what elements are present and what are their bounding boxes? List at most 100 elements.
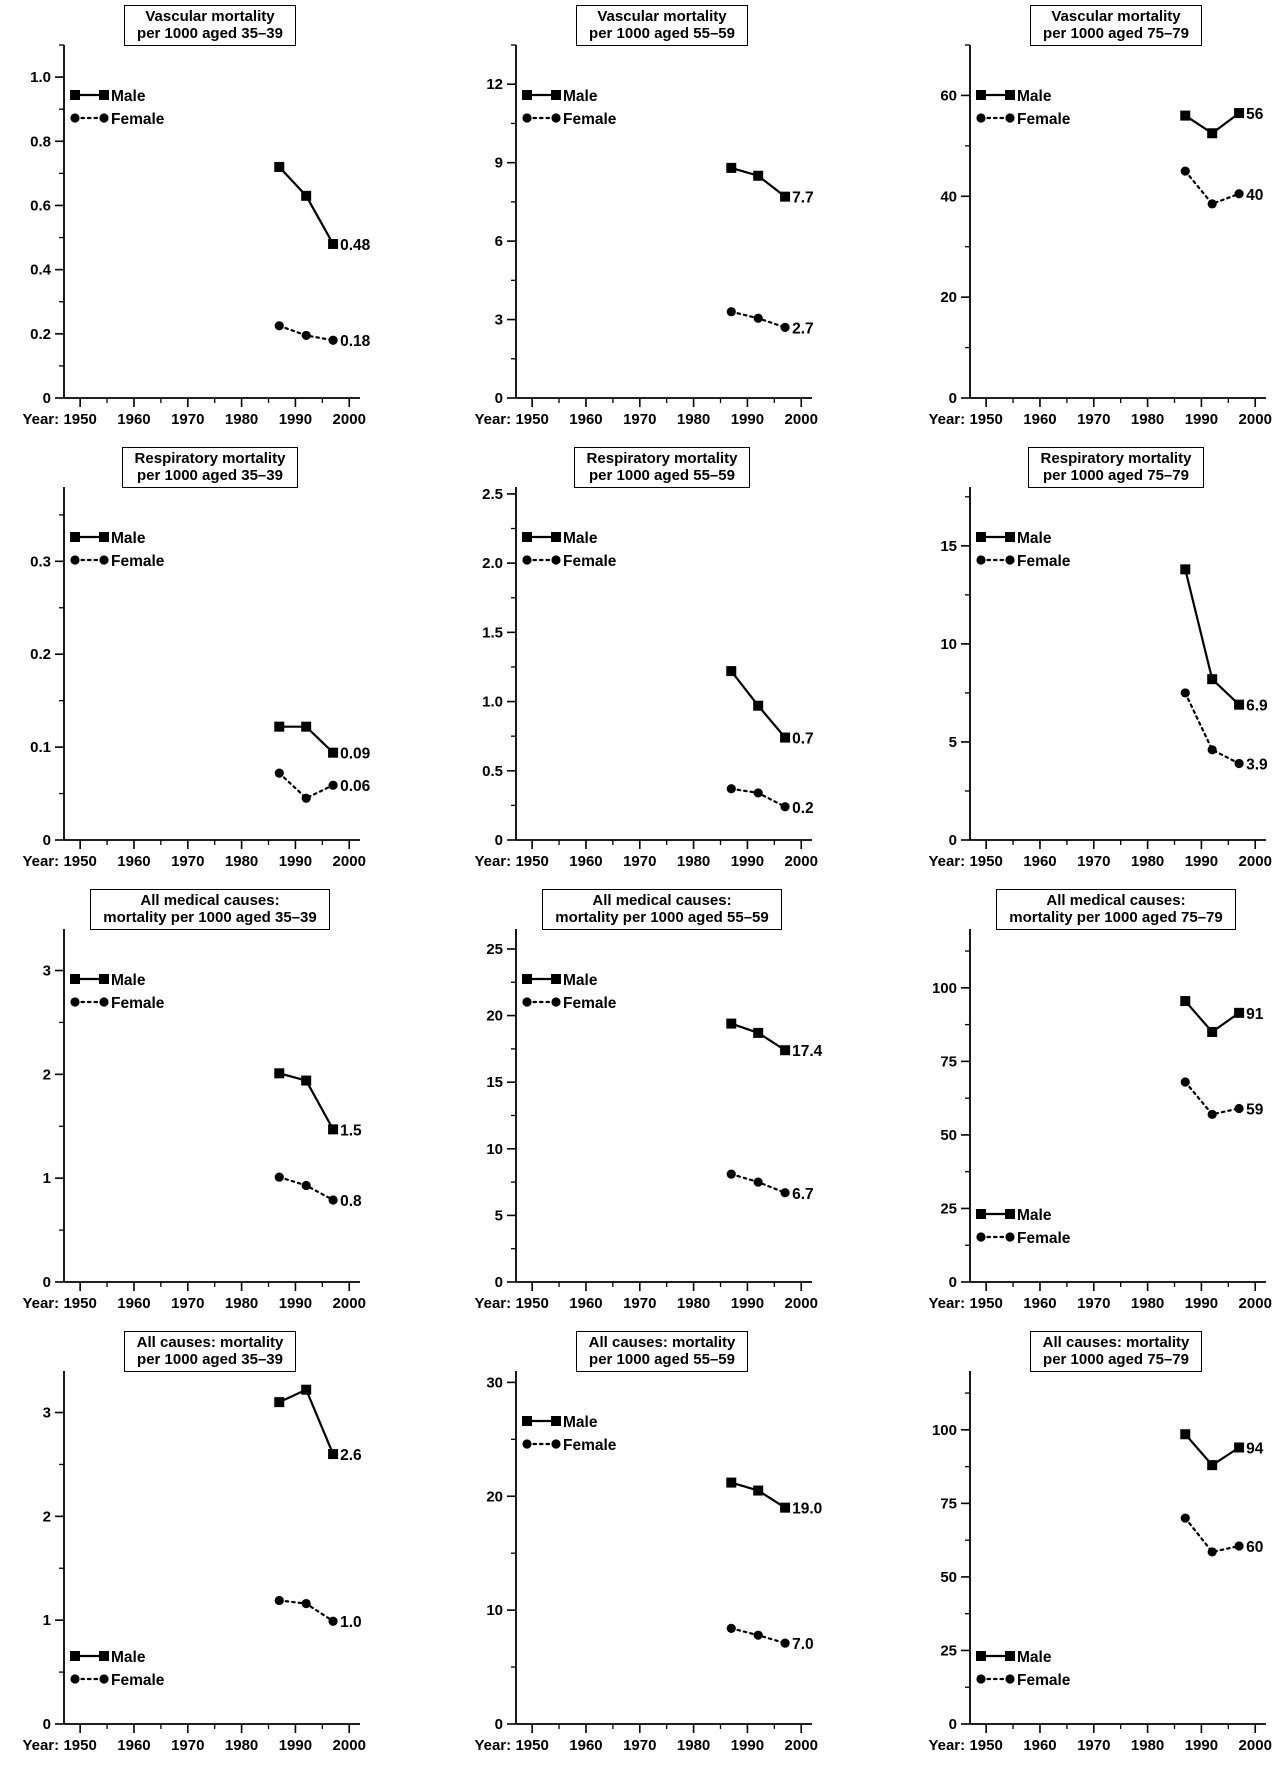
data-label: 19.0 <box>792 1501 822 1518</box>
data-point <box>1180 110 1191 121</box>
x-tick-label: 2000 <box>785 1737 818 1754</box>
legend-marker <box>976 1674 986 1684</box>
data-point <box>1234 1103 1244 1114</box>
legend-label: Female <box>111 111 165 128</box>
x-tick-label: 1980 <box>225 411 258 428</box>
y-tick-label: 60 <box>940 87 957 104</box>
y-tick-label: 2 <box>43 1066 51 1083</box>
series-male: 7.7 <box>726 162 814 207</box>
data-label: 1.5 <box>340 1122 362 1139</box>
chart-panel: 0 10 20 30 1950 1960 1970 1980 1990 2000 Year: 19.0… <box>452 1326 872 1766</box>
chart-panel: 0 20 40 60 1950 1960 1970 1980 1990 2000 Year: 56 40… <box>906 0 1283 440</box>
legend-marker <box>551 1416 561 1426</box>
series-female: 0.06 <box>274 768 371 803</box>
legend-label: Male <box>111 88 146 105</box>
data-point <box>726 1477 737 1488</box>
legend-marker <box>1005 532 1015 542</box>
data-point <box>753 700 764 711</box>
data-point <box>753 170 764 181</box>
series-male: 17.4 <box>726 1018 823 1060</box>
x-tick-label: 1990 <box>279 411 312 428</box>
legend-marker <box>551 90 561 100</box>
series-male: 19.0 <box>726 1477 822 1518</box>
x-tick-label: 1960 <box>569 853 602 870</box>
legend-item: Male <box>976 1207 1052 1224</box>
x-tick-label: 1970 <box>623 411 656 428</box>
chart-panel: 0 0.5 1.0 1.5 2.0 2.5 1950 1960 1970 1980 1990 2000… <box>452 442 872 882</box>
y-tick-label: 0 <box>949 832 957 849</box>
chart-title: All medical causes: mortality per 1000 ag… <box>996 889 1236 930</box>
legend-marker <box>70 555 80 565</box>
legend-marker <box>1005 1209 1015 1219</box>
series-line <box>1184 169 1241 206</box>
y-tick-label: 0 <box>949 1716 957 1733</box>
x-axis-prefix: Year: <box>22 1737 59 1754</box>
line-chart: 0 5 10 15 20 25 1950 1960 1970 1980 1990 2000 Year: 1… <box>474 929 823 1312</box>
data-point <box>1234 1007 1245 1018</box>
legend-item: Male <box>522 1414 598 1431</box>
chart-title-line: Vascular mortality <box>597 8 727 25</box>
data-label: 1.0 <box>340 1614 362 1631</box>
x-tick-label: 1980 <box>225 1295 258 1312</box>
x-tick-label: 1960 <box>1023 1737 1056 1754</box>
chart-title-line: per 1000 aged 75–79 <box>1043 25 1189 42</box>
line-chart: 0 25 50 75 100 1950 1960 1970 1980 1990 2000 Year: 9… <box>928 1371 1272 1754</box>
x-tick-label: 2000 <box>785 1295 818 1312</box>
x-tick-label: 1950 <box>63 1295 96 1312</box>
series-male: 2.6 <box>274 1384 362 1464</box>
legend-marker <box>1005 1651 1015 1661</box>
x-tick-label: 2000 <box>785 853 818 870</box>
legend-marker <box>99 1651 109 1661</box>
data-label: 3.9 <box>1246 757 1268 774</box>
legend-label: Male <box>111 972 146 989</box>
legend-marker <box>70 532 80 542</box>
data-point <box>1207 199 1217 209</box>
x-tick-label: 1990 <box>731 1295 764 1312</box>
x-tick-label: 1980 <box>1131 1737 1164 1754</box>
chart-title-line: All medical causes: <box>140 892 280 909</box>
series-female: 7.0 <box>726 1623 814 1653</box>
chart-title-line: mortality per 1000 aged 35–39 <box>103 909 317 926</box>
legend-marker <box>99 90 109 100</box>
legend-label: Male <box>563 972 598 989</box>
x-tick-label: 1950 <box>63 853 96 870</box>
data-label: 0.48 <box>340 237 371 254</box>
chart-title: Respiratory mortality per 1000 aged 75–79 <box>1027 447 1205 488</box>
legend-marker <box>551 1439 561 1449</box>
x-axis-prefix: Year: <box>474 411 511 428</box>
chart-panel: 0 0.1 0.2 0.3 1950 1960 1970 1980 1990 2000 Year: 0… <box>0 442 420 882</box>
legend-marker <box>551 113 561 123</box>
x-tick-label: 1990 <box>279 853 312 870</box>
legend-item: Male <box>976 1649 1052 1666</box>
y-tick-label: 0.6 <box>30 197 51 214</box>
x-tick-label: 2000 <box>1239 1295 1272 1312</box>
data-point <box>328 1195 338 1205</box>
x-tick-label: 1970 <box>171 1295 204 1312</box>
y-tick-label: 2 <box>43 1508 51 1525</box>
x-tick-label: 1980 <box>225 1737 258 1754</box>
legend-item: Male <box>522 88 598 105</box>
legend-item: Female <box>70 1672 165 1689</box>
legend-item: Male <box>70 530 146 547</box>
series-male: 94 <box>1180 1429 1264 1471</box>
chart-panel: 0 3 6 9 12 1950 1960 1970 1980 1990 2000 Year: 7.7 2.… <box>452 0 872 440</box>
series-female: 40 <box>1180 166 1263 209</box>
data-point <box>1234 108 1245 119</box>
x-tick-label: 1980 <box>677 1737 710 1754</box>
legend-marker <box>70 997 80 1007</box>
y-tick-label: 3 <box>495 312 503 329</box>
x-tick-label: 1970 <box>1077 1737 1110 1754</box>
y-tick-label: 50 <box>940 1569 957 1586</box>
legend-marker <box>522 532 532 542</box>
y-tick-label: 0 <box>495 1274 503 1291</box>
line-chart: 0 5 10 15 1950 1960 1970 1980 1990 2000 Year: 6.9 3.… <box>928 487 1272 870</box>
x-axis-prefix: Year: <box>928 1295 965 1312</box>
x-tick-label: 1980 <box>1131 411 1164 428</box>
data-point <box>1207 1109 1217 1119</box>
data-point <box>301 1180 311 1191</box>
legend-marker <box>70 1674 80 1684</box>
y-tick-label: 0.5 <box>482 763 503 780</box>
x-tick-label: 1950 <box>63 411 96 428</box>
data-label: 0.18 <box>340 333 371 350</box>
legend-marker <box>522 1439 532 1449</box>
